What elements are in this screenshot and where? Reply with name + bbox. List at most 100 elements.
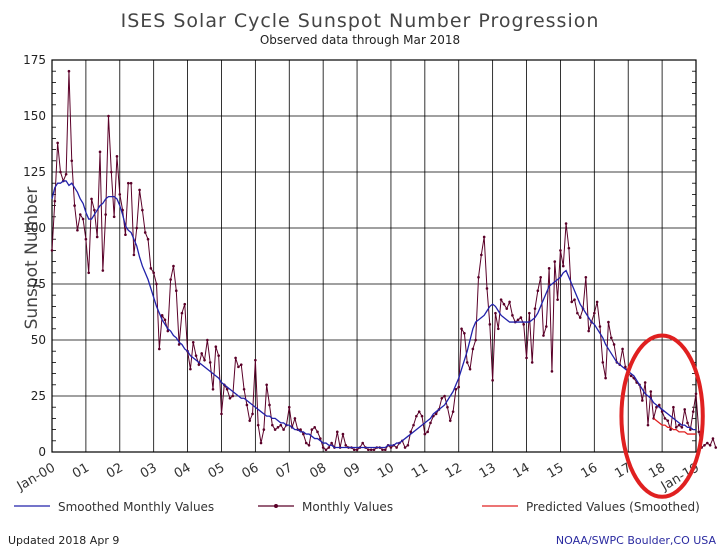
monthly-point bbox=[112, 215, 116, 219]
annotation-layer bbox=[619, 333, 705, 499]
monthly-point bbox=[76, 228, 79, 232]
monthly-point bbox=[324, 448, 328, 452]
monthly-point bbox=[149, 267, 153, 270]
monthly-point bbox=[273, 428, 277, 431]
monthly-point bbox=[180, 311, 184, 315]
series-smoothed-line bbox=[51, 180, 696, 449]
monthly-point bbox=[214, 345, 218, 349]
monthly-point bbox=[471, 347, 475, 351]
x-tick-label: 07 bbox=[273, 460, 295, 481]
monthly-point bbox=[64, 172, 68, 176]
monthly-point bbox=[138, 188, 141, 192]
monthly-point bbox=[683, 408, 686, 411]
x-tick-label: 02 bbox=[104, 460, 126, 481]
monthly-point bbox=[299, 428, 302, 431]
monthly-point bbox=[708, 443, 712, 447]
monthly-point bbox=[545, 325, 548, 328]
monthly-point bbox=[307, 443, 311, 447]
x-tick-label: 12 bbox=[443, 460, 465, 481]
monthly-point bbox=[141, 208, 144, 212]
monthly-point bbox=[595, 300, 599, 304]
monthly-point bbox=[344, 443, 348, 447]
monthly-point bbox=[553, 260, 557, 263]
plot-frame bbox=[51, 59, 697, 453]
legend: Smoothed Monthly Values Monthly Values Pre… bbox=[14, 500, 700, 514]
monthly-point bbox=[491, 379, 494, 382]
monthly-point bbox=[254, 358, 257, 362]
legend-item: Monthly Values bbox=[258, 500, 393, 514]
monthly-point bbox=[703, 443, 706, 447]
highlight-ellipse bbox=[619, 333, 705, 499]
monthly-point bbox=[412, 423, 415, 427]
monthly-point bbox=[604, 376, 607, 380]
monthly-point bbox=[84, 237, 88, 241]
monthly-point bbox=[550, 370, 554, 373]
monthly-point bbox=[420, 414, 424, 418]
monthly-point bbox=[251, 412, 254, 416]
y-axis-label: Sunspot Number bbox=[22, 187, 42, 330]
monthly-point bbox=[225, 387, 229, 391]
y-tick-label: 150 bbox=[23, 109, 46, 123]
series-monthly-line bbox=[51, 71, 717, 451]
monthly-point bbox=[448, 419, 452, 422]
monthly-point bbox=[53, 199, 57, 203]
monthly-point bbox=[191, 340, 195, 344]
x-tick-label: 14 bbox=[511, 460, 533, 481]
monthly-point bbox=[203, 358, 206, 362]
monthly-point bbox=[73, 204, 76, 207]
monthly-point bbox=[454, 387, 458, 391]
monthly-point bbox=[268, 403, 271, 407]
monthly-point bbox=[217, 354, 220, 357]
monthly-point bbox=[234, 356, 237, 360]
monthly-point bbox=[508, 300, 511, 304]
monthly-point bbox=[403, 446, 407, 449]
monthly-point bbox=[110, 170, 113, 174]
monthly-point bbox=[369, 448, 373, 452]
monthly-point bbox=[686, 421, 689, 425]
chart-title: ISES Solar Cycle Sunspot Number Progress… bbox=[121, 10, 600, 32]
monthly-point bbox=[434, 412, 438, 416]
monthly-point bbox=[502, 302, 506, 306]
monthly-point bbox=[237, 365, 240, 369]
x-tick-label: 01 bbox=[70, 460, 92, 481]
monthly-point bbox=[166, 329, 170, 333]
monthly-point bbox=[189, 367, 192, 371]
series-predicted-line bbox=[653, 417, 696, 435]
monthly-point bbox=[367, 448, 370, 452]
monthly-point bbox=[457, 385, 461, 389]
monthly-point bbox=[547, 267, 551, 270]
monthly-point bbox=[384, 448, 387, 452]
monthly-point bbox=[482, 235, 486, 239]
legend-item: Predicted Values (Smoothed) bbox=[482, 500, 700, 514]
monthly-point bbox=[598, 325, 602, 328]
monthly-point bbox=[612, 343, 616, 346]
legend-label: Monthly Values bbox=[302, 500, 393, 514]
monthly-point bbox=[576, 311, 579, 315]
monthly-point bbox=[163, 318, 167, 322]
monthly-point bbox=[146, 237, 150, 241]
monthly-point bbox=[680, 426, 684, 429]
monthly-point bbox=[248, 419, 252, 422]
monthly-point bbox=[169, 278, 172, 281]
monthly-point bbox=[104, 213, 107, 216]
monthly-point bbox=[536, 289, 540, 293]
monthly-point bbox=[499, 298, 503, 301]
y-tick-label: 175 bbox=[23, 53, 46, 67]
monthly-point bbox=[313, 426, 316, 429]
monthly-point bbox=[460, 327, 463, 331]
monthly-point bbox=[409, 430, 413, 434]
monthly-point bbox=[660, 410, 664, 413]
monthly-point bbox=[505, 307, 509, 310]
x-tick-label: 09 bbox=[341, 460, 363, 481]
monthly-point bbox=[609, 336, 613, 340]
monthly-point bbox=[93, 208, 96, 212]
monthly-point bbox=[677, 423, 681, 427]
monthly-point bbox=[304, 441, 308, 445]
monthly-point bbox=[511, 314, 514, 317]
monthly-point bbox=[256, 423, 260, 427]
monthly-point bbox=[81, 217, 85, 221]
chart-subtitle: Observed data through Mar 2018 bbox=[260, 33, 460, 47]
monthly-point bbox=[245, 403, 249, 407]
monthly-point bbox=[474, 338, 477, 342]
x-tick-label: 10 bbox=[375, 460, 397, 481]
